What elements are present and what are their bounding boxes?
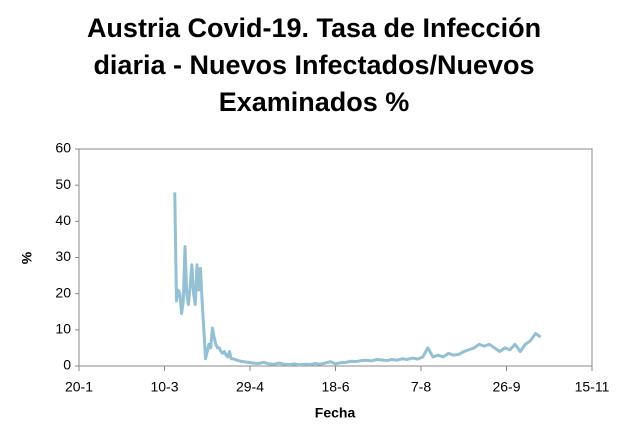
data-line xyxy=(173,192,542,367)
x-axis-label: Fecha xyxy=(315,405,356,421)
chart-title: Austria Covid-19. Tasa de Infección diar… xyxy=(86,13,542,117)
y-tick-label: 0 xyxy=(63,357,71,373)
y-tick-label: 20 xyxy=(55,284,71,300)
y-tick-label: 40 xyxy=(55,212,71,228)
x-tick-label: 7-8 xyxy=(411,379,431,395)
x-tick-label: 10-3 xyxy=(150,379,178,395)
y-axis-label: % xyxy=(19,251,35,264)
x-tick-label: 18-6 xyxy=(321,379,349,395)
plot-frame xyxy=(78,148,593,367)
x-tick-label: 15-11 xyxy=(575,379,610,395)
x-tick-label: 20-1 xyxy=(65,379,93,395)
y-tick-label: 30 xyxy=(55,248,71,264)
y-tick-label: 50 xyxy=(55,176,71,192)
y-tick-label: 10 xyxy=(55,321,71,337)
y-tick-label: 60 xyxy=(55,140,71,156)
x-tick-label: 29-4 xyxy=(236,379,264,395)
x-tick-label: 26-9 xyxy=(492,379,520,395)
